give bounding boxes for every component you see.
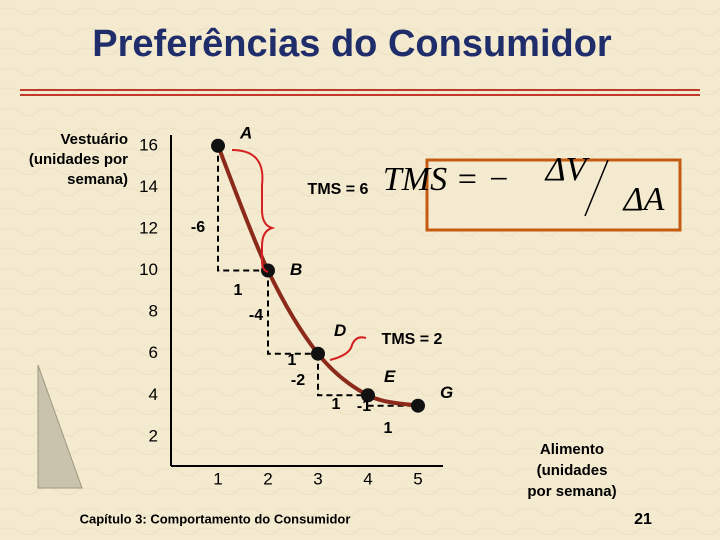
x-tick-label: 4 [363, 469, 372, 488]
point [261, 263, 275, 278]
brace [329, 336, 367, 361]
formula-numerator: ΔV [544, 151, 591, 188]
y-tick-label: 10 [139, 260, 158, 279]
step-line [217, 145, 268, 272]
annotation: -6 [191, 219, 205, 236]
page-number: 21 [634, 511, 652, 528]
x-tick-label: 3 [313, 469, 322, 488]
step-line [317, 353, 368, 397]
point [411, 398, 425, 413]
y-tick-label: 2 [149, 426, 158, 445]
point-label: D [334, 321, 346, 340]
annotation: TMS = 2 [382, 331, 443, 348]
annotation: -2 [291, 372, 305, 389]
y-tick-label: 6 [149, 343, 158, 362]
x-tick-label: 5 [413, 469, 422, 488]
annotation: 1 [332, 396, 341, 413]
y-tick-label: 4 [149, 385, 158, 404]
annotation: 1 [384, 420, 393, 437]
point-label: A [239, 123, 252, 142]
y-tick-label: 12 [139, 218, 158, 237]
x-axis-label: Alimento (unidades por semana) [527, 441, 616, 500]
formula-slash [584, 159, 609, 217]
point-label: G [440, 383, 453, 402]
point [361, 388, 375, 403]
point [311, 346, 325, 361]
x-tick-label: 2 [263, 469, 272, 488]
formula-denominator: ΔA [622, 181, 665, 218]
point-label: B [290, 260, 302, 279]
slide-title: Preferências do Consumidor [92, 23, 612, 65]
footer-caption: Capítulo 3: Comportamento do Consumidor [80, 511, 351, 526]
annotation: -1 [357, 398, 371, 415]
brace [231, 149, 276, 273]
y-axis-label: Vestuário (unidades por semana) [29, 131, 128, 188]
annotation: TMS = 6 [308, 181, 369, 198]
point [211, 138, 225, 153]
formula-lhs: TMS = − [383, 161, 510, 198]
y-tick-label: 14 [139, 177, 158, 196]
formula-box [425, 158, 682, 232]
decor-triangle [37, 364, 83, 489]
y-tick-label: 16 [139, 135, 158, 154]
annotation: 1 [288, 352, 297, 369]
annotation: 1 [234, 282, 243, 299]
step-line [267, 270, 318, 355]
point-label: E [384, 367, 396, 386]
x-tick-label: 1 [213, 469, 222, 488]
annotation: -4 [249, 307, 263, 324]
indifference-curve [216, 145, 419, 408]
y-tick-label: 8 [149, 302, 158, 321]
